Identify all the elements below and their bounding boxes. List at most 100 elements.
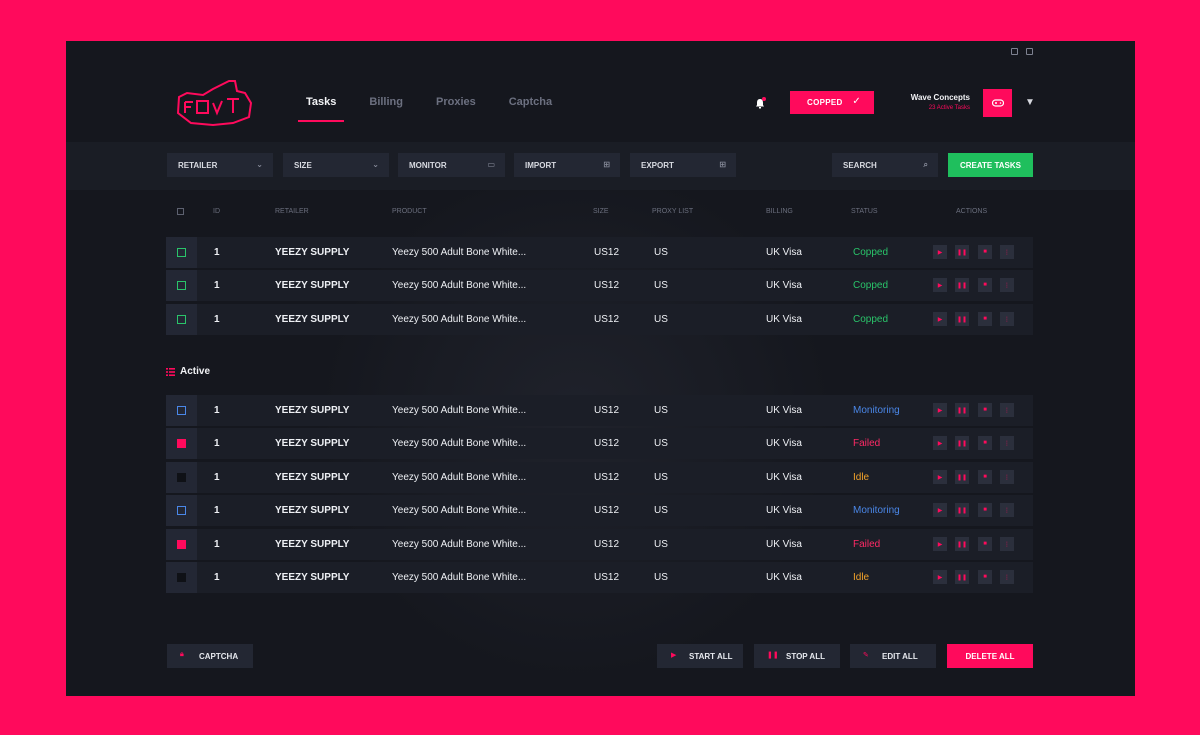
more-icon[interactable]: ⋮: [1000, 503, 1014, 517]
edit-all-button[interactable]: ✎ EDIT ALL: [850, 644, 936, 668]
stop-all-label: STOP ALL: [786, 651, 825, 661]
play-icon[interactable]: ▶: [933, 278, 947, 292]
more-icon[interactable]: ⋮: [1000, 436, 1014, 450]
play-icon[interactable]: ▶: [933, 245, 947, 259]
tab-billing[interactable]: Billing: [369, 96, 403, 108]
more-icon[interactable]: ⋮: [1000, 537, 1014, 551]
cell-retailer: YEEZY SUPPLY: [275, 472, 350, 483]
pause-icon[interactable]: ❚❚: [955, 570, 969, 584]
top-bar: [66, 41, 1135, 61]
tab-proxies[interactable]: Proxies: [435, 96, 476, 108]
trash-icon[interactable]: ■: [978, 436, 992, 450]
monitor-button[interactable]: MONITOR ▭: [398, 153, 505, 177]
cell-status: Copped: [853, 247, 889, 258]
row-checkbox[interactable]: [177, 315, 186, 324]
search-input[interactable]: SEARCH ⌕: [832, 153, 938, 177]
cell-id: 1: [214, 539, 220, 550]
stop-all-button[interactable]: ❚❚ STOP ALL: [754, 644, 840, 668]
cell-retailer: YEEZY SUPPLY: [275, 314, 350, 325]
twitter-icon[interactable]: [1011, 48, 1018, 55]
cell-size: US12: [594, 572, 620, 583]
pause-icon[interactable]: ❚❚: [955, 503, 969, 517]
chevron-down-icon[interactable]: ▼: [1025, 97, 1035, 108]
more-icon[interactable]: ⋮: [1000, 312, 1014, 326]
trash-icon[interactable]: ■: [978, 312, 992, 326]
avatar[interactable]: [983, 89, 1012, 117]
captcha-button[interactable]: 🔒︎ CAPTCHA: [167, 644, 253, 668]
table-row[interactable]: 1 YEEZY SUPPLY Yeezy 500 Adult Bone Whit…: [166, 462, 1033, 493]
active-tasks-count: 23 Active Tasks: [928, 105, 970, 111]
table-row[interactable]: 1 YEEZY SUPPLY Yeezy 500 Adult Bone Whit…: [166, 529, 1033, 560]
table-row[interactable]: 1 YEEZY SUPPLY Yeezy 500 Adult Bone Whit…: [166, 270, 1033, 301]
retailer-dropdown[interactable]: RETAILER ⌄: [167, 153, 273, 177]
pause-icon[interactable]: ❚❚: [955, 278, 969, 292]
pause-icon[interactable]: ❚❚: [955, 537, 969, 551]
row-checkbox[interactable]: [177, 248, 186, 257]
trash-icon[interactable]: ■: [978, 537, 992, 551]
row-checkbox[interactable]: [177, 281, 186, 290]
more-icon[interactable]: ⋮: [1000, 570, 1014, 584]
table-row[interactable]: 1 YEEZY SUPPLY Yeezy 500 Adult Bone Whit…: [166, 562, 1033, 593]
search-placeholder: SEARCH: [843, 160, 877, 170]
trash-icon[interactable]: ■: [978, 503, 992, 517]
row-checkbox[interactable]: [177, 406, 186, 415]
row-checkbox[interactable]: [177, 506, 186, 515]
trash-icon[interactable]: ■: [978, 278, 992, 292]
play-icon[interactable]: ▶: [933, 537, 947, 551]
pause-icon[interactable]: ❚❚: [955, 245, 969, 259]
cell-billing: UK Visa: [766, 438, 802, 449]
tab-captcha[interactable]: Captcha: [508, 96, 553, 108]
table-header: ID RETAILER PRODUCT SIZE PROXY LIST BILL…: [66, 208, 1135, 218]
export-button[interactable]: EXPORT ⊞: [630, 153, 736, 177]
more-icon[interactable]: ⋮: [1000, 245, 1014, 259]
select-all-checkbox[interactable]: [177, 208, 184, 215]
table-row[interactable]: 1 YEEZY SUPPLY Yeezy 500 Adult Bone Whit…: [166, 304, 1033, 335]
cell-size: US12: [594, 472, 620, 483]
play-icon[interactable]: ▶: [933, 403, 947, 417]
copped-button[interactable]: COPPED ✓: [790, 91, 874, 114]
row-checkbox[interactable]: [177, 439, 186, 448]
cell-retailer: YEEZY SUPPLY: [275, 505, 350, 516]
more-icon[interactable]: ⋮: [1000, 470, 1014, 484]
cell-billing: UK Visa: [766, 280, 802, 291]
play-icon[interactable]: ▶: [933, 570, 947, 584]
tab-tasks[interactable]: Tasks: [297, 96, 345, 122]
play-icon[interactable]: ▶: [933, 436, 947, 450]
chevron-down-icon: ⌄: [256, 160, 263, 169]
trash-icon[interactable]: ■: [978, 570, 992, 584]
pause-icon[interactable]: ❚❚: [955, 403, 969, 417]
row-checkbox[interactable]: [177, 473, 186, 482]
start-all-button[interactable]: ▶ START ALL: [657, 644, 743, 668]
header-status: STATUS: [851, 208, 878, 215]
more-icon[interactable]: ⋮: [1000, 278, 1014, 292]
create-tasks-button[interactable]: CREATE TASKS: [948, 153, 1033, 177]
discord-icon[interactable]: [1026, 48, 1033, 55]
play-icon[interactable]: ▶: [933, 312, 947, 326]
cell-product: Yeezy 500 Adult Bone White...: [392, 314, 527, 325]
table-row[interactable]: 1 YEEZY SUPPLY Yeezy 500 Adult Bone Whit…: [166, 495, 1033, 526]
play-icon[interactable]: ▶: [933, 470, 947, 484]
row-checkbox[interactable]: [177, 573, 186, 582]
pause-icon[interactable]: ❚❚: [955, 436, 969, 450]
cell-billing: UK Visa: [766, 572, 802, 583]
cell-proxy: US: [654, 314, 668, 325]
copped-label: COPPED: [807, 98, 843, 107]
cell-product: Yeezy 500 Adult Bone White...: [392, 505, 527, 516]
table-row[interactable]: 1 YEEZY SUPPLY Yeezy 500 Adult Bone Whit…: [166, 237, 1033, 268]
pause-icon[interactable]: ❚❚: [955, 312, 969, 326]
more-icon[interactable]: ⋮: [1000, 403, 1014, 417]
table-row[interactable]: 1 YEEZY SUPPLY Yeezy 500 Adult Bone Whit…: [166, 395, 1033, 426]
import-button[interactable]: IMPORT ⊞: [514, 153, 620, 177]
table-row[interactable]: 1 YEEZY SUPPLY Yeezy 500 Adult Bone Whit…: [166, 428, 1033, 459]
cell-proxy: US: [654, 405, 668, 416]
trash-icon[interactable]: ■: [978, 470, 992, 484]
row-checkbox[interactable]: [177, 540, 186, 549]
bell-icon[interactable]: [755, 98, 765, 109]
cell-size: US12: [594, 438, 620, 449]
delete-all-button[interactable]: DELETE ALL: [947, 644, 1033, 668]
trash-icon[interactable]: ■: [978, 245, 992, 259]
pause-icon[interactable]: ❚❚: [955, 470, 969, 484]
trash-icon[interactable]: ■: [978, 403, 992, 417]
size-dropdown[interactable]: SIZE ⌄: [283, 153, 389, 177]
play-icon[interactable]: ▶: [933, 503, 947, 517]
